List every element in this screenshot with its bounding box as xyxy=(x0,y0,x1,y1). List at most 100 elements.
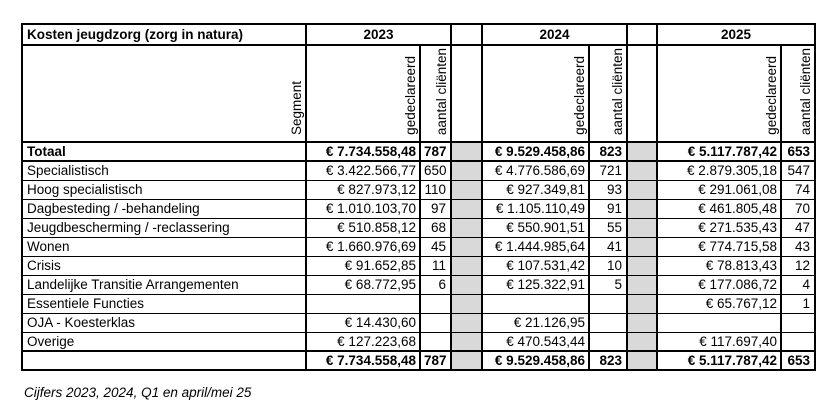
separator-cell xyxy=(626,160,659,181)
declared-2024-cell: € 125.322,91 xyxy=(481,274,591,295)
separator-cell xyxy=(450,274,484,295)
table-row: Landelijke Transitie Arrangementen € 68.… xyxy=(21,274,817,295)
clients-2025-cell: 1 xyxy=(780,293,817,314)
table-row: Overige € 127.223,68 € 470.543,44 € 117.… xyxy=(21,331,817,352)
declared-2025-cell xyxy=(656,312,783,333)
clients-2024-cell: 721 xyxy=(588,160,629,181)
separator-cell xyxy=(626,217,659,238)
clients-2024-cell: 10 xyxy=(588,255,629,276)
segment-cell: Essentiele Functies xyxy=(21,293,307,314)
clients-2025-cell xyxy=(780,312,817,333)
separator-header xyxy=(450,44,484,143)
clients-2023-cell: 97 xyxy=(418,198,453,219)
declared-2024-cell: € 1.105.110,49 xyxy=(481,198,591,219)
declared-2025-cell: € 271.535,43 xyxy=(656,217,783,238)
separator-cell xyxy=(450,350,484,371)
segment-cell xyxy=(21,350,307,371)
table-row: Hoog specialistisch € 827.973,12 110 € 9… xyxy=(21,179,817,200)
clients-2025-cell: 47 xyxy=(780,217,817,238)
declared-2023-cell: € 7.734.558,48 xyxy=(305,350,421,371)
clients-2023-cell xyxy=(418,293,453,314)
clients-2024-cell: 823 xyxy=(588,141,629,162)
clients-2024-cell xyxy=(588,293,629,314)
separator-cell xyxy=(450,255,484,276)
segment-column-header: Segment xyxy=(21,44,307,143)
table-row: Essentiele Functies € 65.767,12 1 xyxy=(21,293,817,314)
clients-column-header-2024: aantal cliënten xyxy=(588,44,629,143)
declared-column-header-2024: gedeclareerd xyxy=(481,44,591,143)
year-header-row: Kosten jeugdzorg (zorg in natura) 2023 2… xyxy=(21,23,817,46)
separator-cell xyxy=(450,236,484,257)
declared-2024-cell: € 927.349,81 xyxy=(481,179,591,200)
separator-cell xyxy=(626,179,659,200)
separator-header xyxy=(626,23,659,46)
clients-column-header-2023: aantal cliënten xyxy=(418,44,453,143)
declared-2024-cell xyxy=(481,293,591,314)
table-row: Specialistisch € 3.422.566,77 650 € 4.77… xyxy=(21,160,817,181)
table-row-grand-total: € 7.734.558,48 787 € 9.529.458,86 823 € … xyxy=(21,350,817,371)
declared-2023-cell: € 827.973,12 xyxy=(305,179,421,200)
declared-2024-cell: € 4.776.586,69 xyxy=(481,160,591,181)
separator-cell xyxy=(626,236,659,257)
clients-label: aantal cliënten xyxy=(797,47,813,135)
table-row: Dagbesteding / -behandeling € 1.010.103,… xyxy=(21,198,817,219)
declared-column-header-2025: gedeclareerd xyxy=(656,44,783,143)
declared-2023-cell: € 3.422.566,77 xyxy=(305,160,421,181)
column-header-row: Segment gedeclareerd aantal cliënten ged… xyxy=(21,44,817,143)
table-row: Crisis € 91.652,85 11 € 107.531,42 10 € … xyxy=(21,255,817,276)
segment-cell: Dagbesteding / -behandeling xyxy=(21,198,307,219)
clients-2024-cell xyxy=(588,312,629,333)
clients-2025-cell: 4 xyxy=(780,274,817,295)
separator-cell xyxy=(626,274,659,295)
clients-2023-cell: 650 xyxy=(418,160,453,181)
clients-2025-cell: 43 xyxy=(780,236,817,257)
declared-2025-cell: € 461.805,48 xyxy=(656,198,783,219)
declared-label: gedeclareerd xyxy=(402,56,418,135)
separator-cell xyxy=(450,217,484,238)
clients-2024-cell: 93 xyxy=(588,179,629,200)
declared-2024-cell: € 470.543,44 xyxy=(481,331,591,352)
year-header-2023: 2023 xyxy=(304,23,453,46)
clients-2024-cell xyxy=(588,331,629,352)
kosten-jeugdzorg-table: Kosten jeugdzorg (zorg in natura) 2023 2… xyxy=(21,23,817,371)
clients-2025-cell xyxy=(780,331,817,352)
declared-label: gedeclareerd xyxy=(763,56,779,135)
declared-2023-cell: € 91.652,85 xyxy=(305,255,421,276)
clients-2024-cell: 5 xyxy=(588,274,629,295)
segment-cell: Hoog specialistisch xyxy=(21,179,307,200)
segment-cell: Crisis xyxy=(21,255,307,276)
clients-2025-cell: 74 xyxy=(780,179,817,200)
separator-cell xyxy=(450,293,484,314)
table-title: Kosten jeugdzorg (zorg in natura) xyxy=(21,23,307,46)
separator-cell xyxy=(626,293,659,314)
segment-cell: Wonen xyxy=(21,236,307,257)
declared-2023-cell: € 14.430,60 xyxy=(305,312,421,333)
clients-2023-cell: 68 xyxy=(418,217,453,238)
separator-cell xyxy=(626,312,659,333)
declared-2025-cell: € 5.117.787,42 xyxy=(656,141,783,162)
declared-2024-cell: € 9.529.458,86 xyxy=(481,350,591,371)
table-row: OJA - Koesterklas € 14.430,60 € 21.126,9… xyxy=(21,312,817,333)
segment-cell: Overige xyxy=(21,331,307,352)
clients-2025-cell: 12 xyxy=(780,255,817,276)
declared-2025-cell: € 291.061,08 xyxy=(656,179,783,200)
table-row: Jeugdbescherming / -reclassering € 510.8… xyxy=(21,217,817,238)
separator-header xyxy=(450,23,484,46)
declared-2025-cell: € 5.117.787,42 xyxy=(656,350,783,371)
declared-2023-cell: € 68.772,95 xyxy=(305,274,421,295)
clients-2025-cell: 547 xyxy=(780,160,817,181)
separator-cell xyxy=(450,312,484,333)
clients-2023-cell xyxy=(418,312,453,333)
declared-2023-cell: € 7.734.558,48 xyxy=(305,141,421,162)
separator-cell xyxy=(626,350,659,371)
clients-2025-cell: 70 xyxy=(780,198,817,219)
source-footnote: Cijfers 2023, 2024, Q1 en april/mei 25 xyxy=(24,385,252,400)
segment-cell: Specialistisch xyxy=(21,160,307,181)
declared-2025-cell: € 774.715,58 xyxy=(656,236,783,257)
declared-2023-cell: € 510.858,12 xyxy=(305,217,421,238)
clients-2023-cell xyxy=(418,331,453,352)
declared-2024-cell: € 9.529.458,86 xyxy=(481,141,591,162)
separator-cell xyxy=(450,141,484,162)
clients-2023-cell: 110 xyxy=(418,179,453,200)
year-header-2025: 2025 xyxy=(656,23,817,46)
